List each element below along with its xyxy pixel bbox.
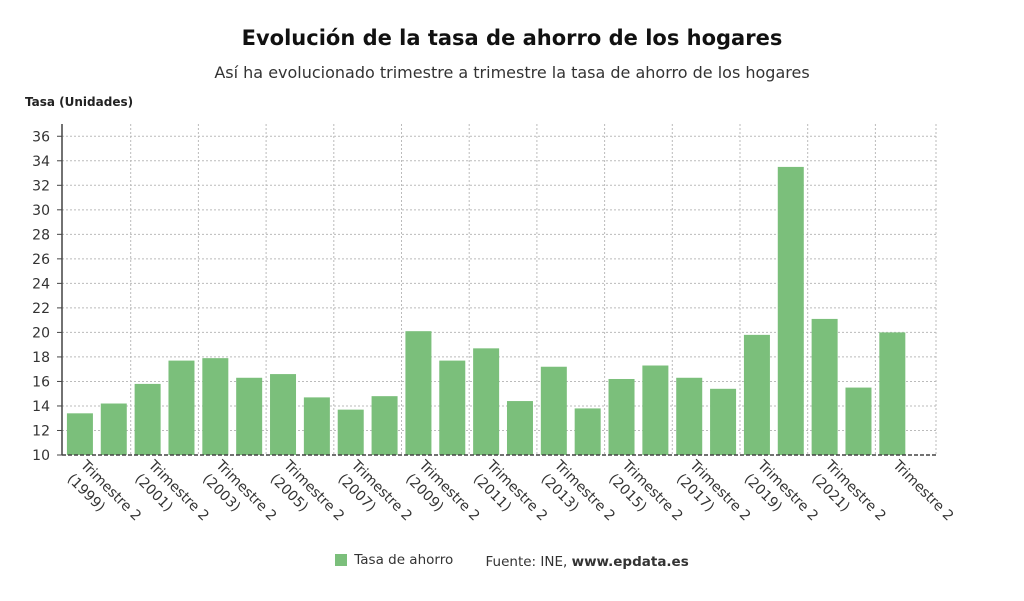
chart-title: Evolución de la tasa de ahorro de los ho…: [241, 26, 783, 50]
x-tick-label: Trimestre 2(2003): [198, 457, 279, 538]
legend-swatch: [335, 554, 348, 566]
legend-item-tasa-de-ahorro[interactable]: Tasa de ahorro: [335, 552, 453, 568]
x-tick-label: Trimestre 2(2001): [131, 457, 212, 538]
y-tick-label: 10: [32, 448, 50, 464]
bar[interactable]: [879, 332, 906, 455]
bar[interactable]: [676, 377, 703, 455]
bar[interactable]: [642, 365, 669, 455]
y-tick-label: 30: [32, 203, 50, 219]
y-tick-label: 12: [32, 423, 50, 439]
bar[interactable]: [540, 366, 567, 455]
x-tick-label: Trimestre 2(2019): [740, 457, 821, 538]
x-tick-label: Trimestre 2: [889, 457, 957, 525]
y-tick-label: 22: [32, 301, 50, 317]
x-tick-label: Trimestre 2(2011): [469, 457, 550, 538]
source-prefix: Fuente: INE,: [485, 554, 572, 570]
x-tick-label: Trimestre 2(2015): [605, 457, 686, 538]
bar[interactable]: [710, 388, 737, 455]
y-tick-label: 28: [32, 227, 50, 243]
y-axis-label: Tasa (Unidades): [25, 95, 134, 109]
bar[interactable]: [134, 383, 161, 455]
source-link[interactable]: www.epdata.es: [571, 554, 689, 570]
x-tick-label: Trimestre 2(2009): [402, 457, 483, 538]
bar[interactable]: [371, 396, 398, 455]
y-tick-label: 36: [32, 129, 50, 145]
bar[interactable]: [202, 358, 229, 455]
bar[interactable]: [845, 387, 872, 455]
bar[interactable]: [270, 374, 297, 455]
bar[interactable]: [168, 360, 195, 455]
bar[interactable]: [608, 378, 635, 455]
bar[interactable]: [66, 413, 93, 455]
bar[interactable]: [743, 334, 770, 455]
x-tick-label: Trimestre 2(2021): [808, 457, 889, 538]
legend: Tasa de ahorro Fuente: INE, www.epdata.e…: [0, 552, 1024, 570]
bar[interactable]: [100, 403, 127, 455]
x-tick-label: Trimestre 2(2013): [537, 457, 618, 538]
y-tick-label: 34: [32, 154, 50, 170]
bar[interactable]: [236, 377, 263, 455]
y-tick-label: 18: [32, 350, 50, 366]
source-credit: Fuente: INE, www.epdata.es: [486, 554, 689, 570]
bar[interactable]: [777, 166, 804, 455]
legend-series-label: Tasa de ahorro: [354, 552, 454, 568]
y-tick-label: 26: [32, 252, 50, 268]
bar[interactable]: [811, 318, 838, 455]
x-tick-label: Trimestre 2(2017): [672, 457, 753, 538]
bar[interactable]: [439, 360, 466, 455]
y-tick-label: 20: [32, 325, 50, 341]
x-tick-label: Trimestre 2(2007): [334, 457, 415, 538]
y-tick-label: 32: [32, 178, 50, 194]
bar[interactable]: [506, 401, 533, 455]
chart-subtitle: Así ha evolucionado trimestre a trimestr…: [214, 63, 810, 82]
bar[interactable]: [405, 331, 432, 455]
x-tick-label: Trimestre 2(2005): [266, 457, 347, 538]
bar[interactable]: [337, 409, 364, 455]
bar[interactable]: [303, 397, 330, 455]
y-tick-label: 16: [32, 374, 50, 390]
y-tick-label: 14: [32, 399, 50, 415]
bar[interactable]: [473, 348, 500, 455]
bar[interactable]: [574, 408, 601, 455]
x-tick-label: Trimestre 2(1999): [63, 457, 144, 538]
y-tick-label: 24: [32, 276, 50, 292]
